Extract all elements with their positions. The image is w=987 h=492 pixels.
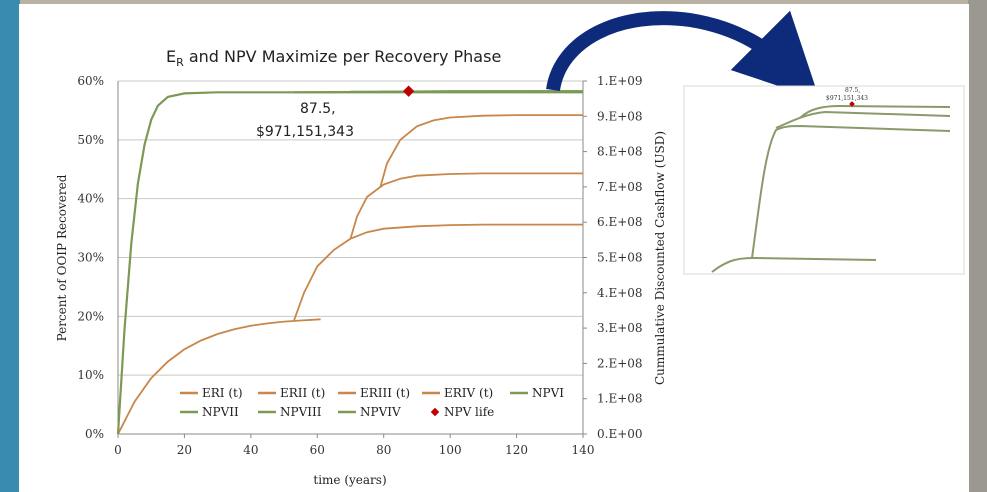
legend-label: ERII (t) — [280, 386, 325, 400]
x-tick-label: 40 — [243, 443, 258, 457]
y-left-tick-label: 0% — [85, 427, 104, 441]
y-left-tick-label: 40% — [77, 192, 104, 206]
y-right-tick-label: 1.E+08 — [597, 392, 643, 406]
y-right-tick-label: 8.E+08 — [597, 145, 643, 159]
legend-label: NPV life — [444, 405, 494, 419]
legend-label: NPVII — [202, 405, 239, 419]
npv-annotation: 87.5, $971,151,343 — [256, 101, 354, 140]
npv-life-marker — [402, 85, 415, 97]
x-tick-label: 60 — [310, 443, 325, 457]
legend-label: ERI (t) — [202, 386, 243, 400]
x-tick-label: 120 — [505, 443, 528, 457]
inset-frame — [683, 85, 965, 275]
y-right-tick-label: 0.E+00 — [597, 427, 643, 441]
x-tick-label: 80 — [376, 443, 391, 457]
series-erii-t — [293, 223, 583, 321]
inset-annotation-line2: $971,151,343 — [826, 95, 868, 102]
chart-title-main: E — [166, 47, 176, 66]
legend-item: NPV life — [430, 405, 494, 419]
chart-title: ER and NPV Maximize per Recovery Phase — [166, 47, 501, 69]
x-tick-label: 0 — [114, 443, 122, 457]
legend-label: ERIII (t) — [360, 386, 410, 400]
legend-item: NPVIII — [258, 405, 322, 419]
inset-npv-life-marker — [849, 101, 855, 107]
legend-item: NPVI — [510, 386, 564, 400]
legend-item: NPVIV — [338, 405, 401, 419]
y-right-tick-labels: 0.E+00 1.E+08 2.E+08 3.E+08 4.E+08 5.E+08 6.E+… — [583, 74, 643, 441]
legend-item: ERI (t) — [180, 386, 243, 400]
y-right-tick-label: 7.E+08 — [597, 180, 643, 194]
legend-item: NPVII — [180, 405, 239, 419]
x-tick-labels: 0 20 40 60 80 100 120 140 — [114, 434, 594, 457]
y-right-tick-label: 9.E+08 — [597, 109, 643, 123]
y-left-tick-label: 20% — [77, 309, 104, 323]
x-tick-label: 20 — [177, 443, 192, 457]
y-right-tick-label: 5.E+08 — [597, 251, 643, 265]
y-left-tick-label: 30% — [77, 251, 104, 265]
series-eriv-t — [379, 114, 583, 188]
x-tick-label: 100 — [439, 443, 462, 457]
x-tick-label: 140 — [572, 443, 595, 457]
legend-label: NPVI — [532, 386, 564, 400]
legend-item: ERII (t) — [258, 386, 325, 400]
legend-label: NPVIV — [360, 405, 401, 419]
npv-annotation-line2: $971,151,343 — [256, 124, 354, 140]
y-right-tick-label: 1.E+09 — [597, 74, 643, 88]
y-axis-left-title: Percent of OOIP Recovered — [55, 174, 69, 341]
inset-curves — [711, 104, 951, 273]
npv-annotation-line1: 87.5, — [300, 101, 336, 117]
legend-swatch — [430, 407, 440, 417]
series-eri-t — [117, 318, 321, 435]
y-right-tick-label: 4.E+08 — [597, 286, 643, 300]
series-npvi — [116, 91, 583, 435]
y-right-tick-label: 2.E+08 — [597, 356, 643, 370]
chart-title-subscript: R — [176, 56, 184, 69]
legend: ERI (t) ERII (t) ERIII (t) ERIV (t) NPVI NPVI… — [180, 386, 564, 419]
inset-curve-npviv — [799, 104, 951, 119]
y-left-tick-labels: 0% 10% 20% 30% 40% 50% 60% — [77, 74, 104, 441]
legend-item: ERIII (t) — [338, 386, 410, 400]
inset-panel: 87.5, $971,151,343 — [683, 85, 965, 275]
series-eriii-t — [349, 172, 583, 239]
inset-curve-npvii — [751, 124, 951, 259]
gridlines — [118, 80, 583, 376]
y-right-tick-label: 6.E+08 — [597, 215, 643, 229]
inset-curve-npvi — [711, 256, 877, 273]
y-right-tick-label: 3.E+08 — [597, 321, 643, 335]
y-left-tick-label: 60% — [77, 74, 104, 88]
zoom-arrow — [546, 10, 820, 100]
chart-title-rest: and NPV Maximize per Recovery Phase — [184, 47, 502, 66]
legend-item: ERIV (t) — [422, 386, 493, 400]
legend-label: NPVIII — [280, 405, 322, 419]
legend-label: ERIV (t) — [444, 386, 493, 400]
inset-annotation-line1: 87.5, — [845, 87, 860, 94]
y-left-tick-label: 10% — [77, 368, 104, 382]
y-axis-right-title: Cummulative Discounted Cashflow (USD) — [653, 131, 667, 385]
y-left-tick-label: 50% — [77, 133, 104, 147]
x-axis-title: time (years) — [313, 473, 386, 487]
